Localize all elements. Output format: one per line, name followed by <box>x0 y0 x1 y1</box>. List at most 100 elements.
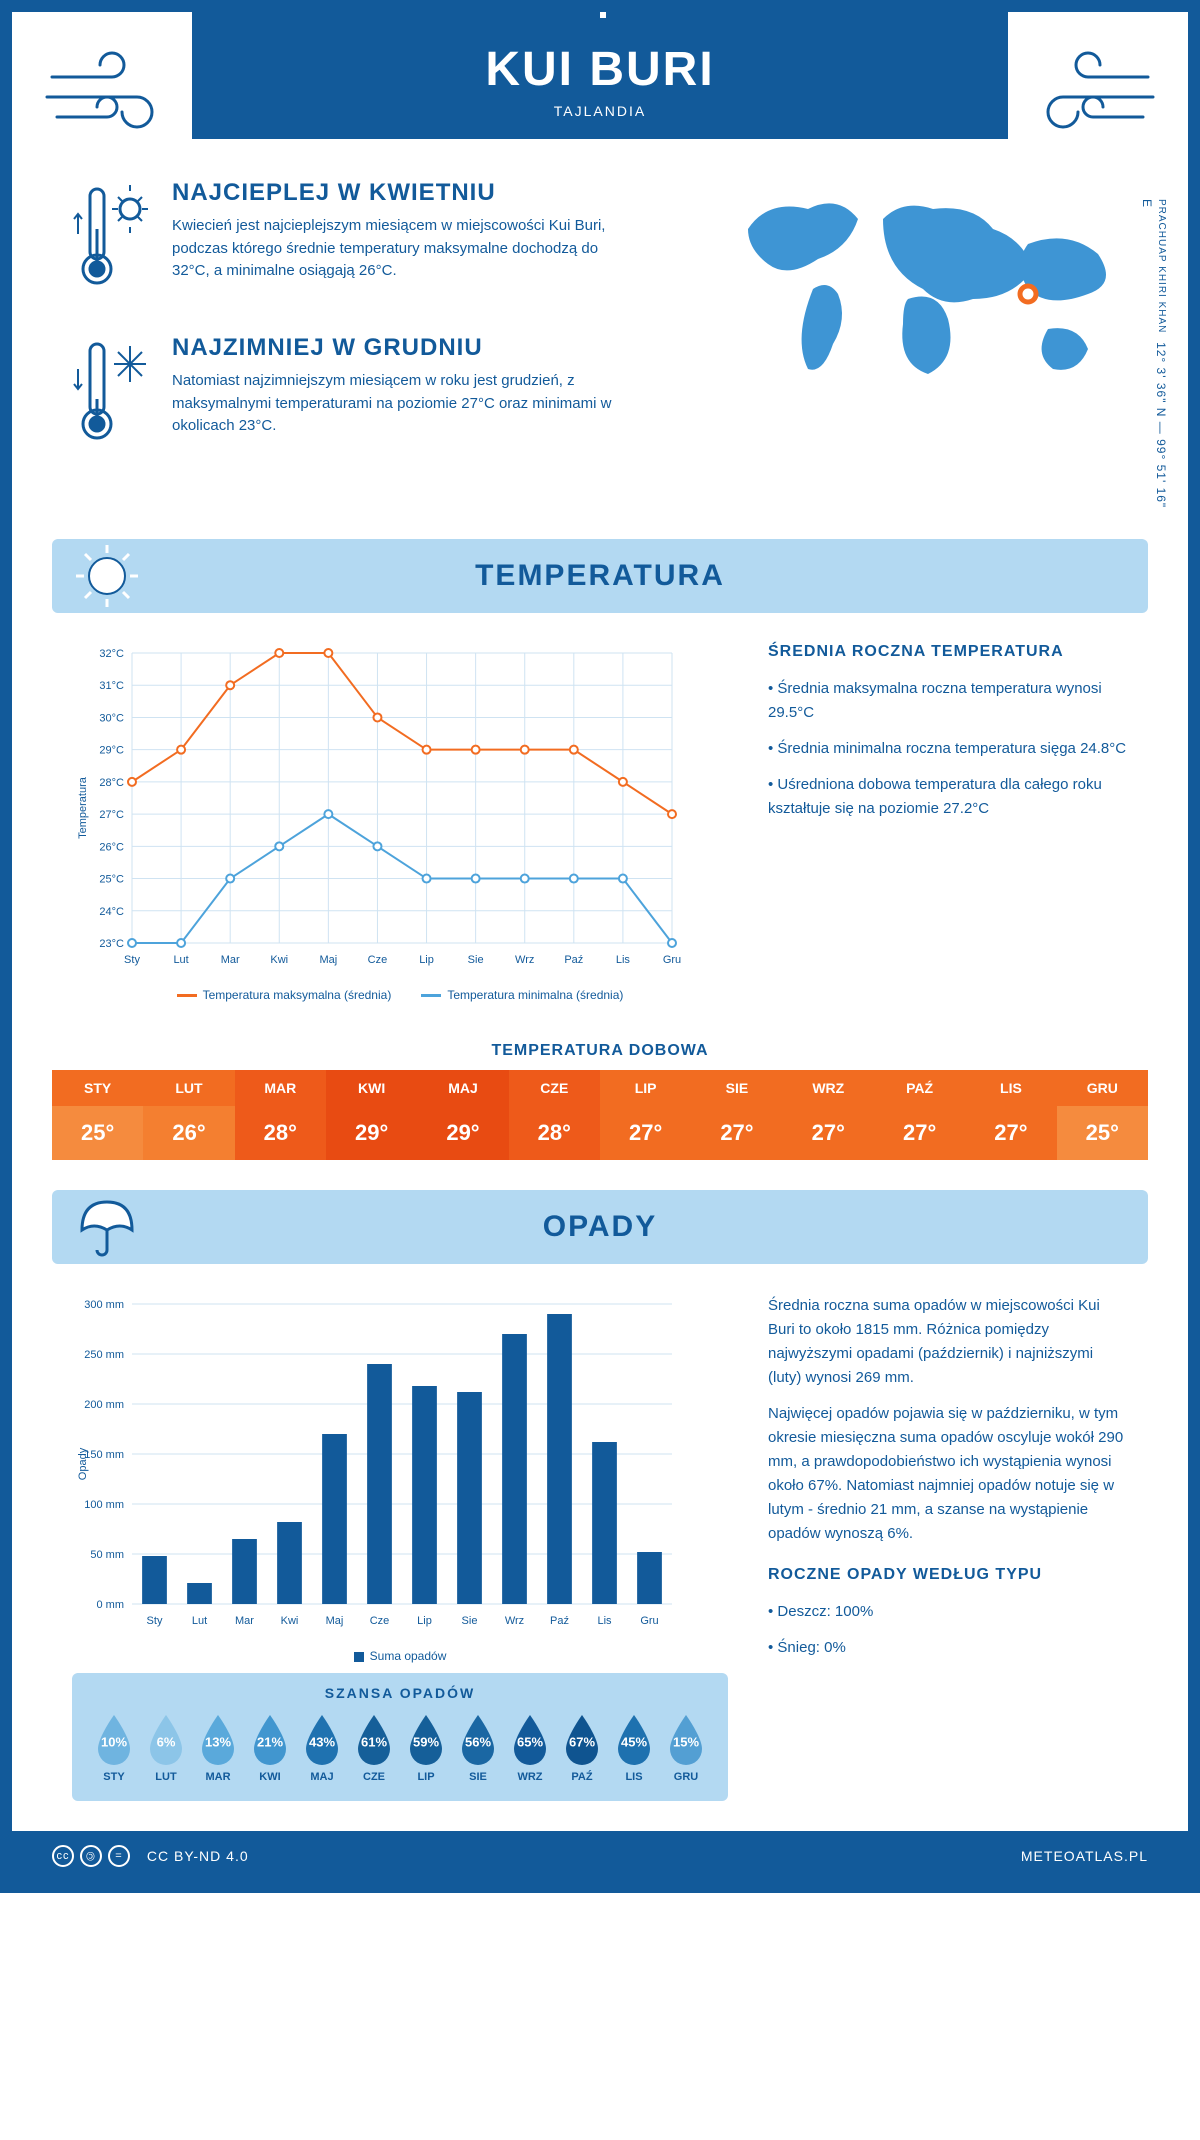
rain-para: Najwięcej opadów pojawia się w październ… <box>768 1402 1128 1546</box>
svg-text:Lut: Lut <box>192 1615 207 1627</box>
rain-chance-drop: 6%LUT <box>140 1713 192 1783</box>
svg-text:31°C: 31°C <box>99 680 124 692</box>
svg-text:150 mm: 150 mm <box>84 1449 124 1461</box>
svg-text:100 mm: 100 mm <box>84 1499 124 1511</box>
temp-bullet: • Średnia maksymalna roczna temperatura … <box>768 677 1128 725</box>
svg-text:23°C: 23°C <box>99 938 124 950</box>
svg-text:0 mm: 0 mm <box>97 1599 125 1611</box>
svg-text:Kwi: Kwi <box>270 954 288 966</box>
rain-chance-drop: 65%WRZ <box>504 1713 556 1783</box>
svg-text:Temperatura: Temperatura <box>77 776 89 839</box>
svg-text:Sty: Sty <box>147 1615 163 1627</box>
rain-chance-drop: 56%SIE <box>452 1713 504 1783</box>
rain-chance-box: SZANSA OPADÓW 10%STY6%LUT13%MAR21%KWI43%… <box>72 1673 728 1801</box>
rain-chance-drop: 10%STY <box>88 1713 140 1783</box>
temp-bullet: • Uśredniona dobowa temperatura dla całe… <box>768 773 1128 821</box>
precipitation-banner: OPADY <box>52 1190 1148 1264</box>
svg-text:Cze: Cze <box>370 1615 390 1627</box>
svg-text:Lis: Lis <box>616 954 631 966</box>
svg-text:27°C: 27°C <box>99 809 124 821</box>
svg-text:Opady: Opady <box>77 1447 89 1480</box>
svg-text:Maj: Maj <box>319 954 337 966</box>
svg-text:32°C: 32°C <box>99 648 124 660</box>
rain-chance-drop: 13%MAR <box>192 1713 244 1783</box>
precipitation-bar-chart: 0 mm 50 mm 100 mm 150 mm 200 mm 250 mm 300 mm O… <box>72 1294 692 1634</box>
svg-text:29°C: 29°C <box>99 745 124 757</box>
svg-text:50 mm: 50 mm <box>90 1549 124 1561</box>
rain-chance-drop: 45%LIS <box>608 1713 660 1783</box>
svg-text:Lip: Lip <box>417 1615 432 1627</box>
temperature-line-chart: 23°C24°C25°C26°C27°C28°C29°C30°C31°C32°C… <box>72 643 692 973</box>
footer: cc🄯= CC BY-ND 4.0 METEOATLAS.PL <box>12 1831 1188 1881</box>
temp-bullet: • Średnia minimalna roczna temperatura s… <box>768 737 1128 761</box>
temp-cell: PAŹ27° <box>874 1070 965 1160</box>
warmest-text: Kwiecień jest najcieplejszym miesiącem w… <box>172 215 621 283</box>
rain-chance-drop: 43%MAJ <box>296 1713 348 1783</box>
daily-temp-table: STY25°LUT26°MAR28°KWI29°MAJ29°CZE28°LIP2… <box>52 1070 1148 1160</box>
svg-text:25°C: 25°C <box>99 874 124 886</box>
coordinates: PRACHUAP KHIRI KHAN 12° 3' 36" N — 99° 5… <box>1140 199 1168 519</box>
header: KUI BURI TAJLANDIA <box>192 12 1008 139</box>
svg-text:Maj: Maj <box>326 1615 344 1627</box>
warmest-title: NAJCIEPLEJ W KWIETNIU <box>172 179 621 207</box>
svg-text:Paź: Paź <box>564 954 583 966</box>
temp-cell: MAR28° <box>235 1070 326 1160</box>
temp-cell: CZE28° <box>509 1070 600 1160</box>
temp-side-title: ŚREDNIA ROCZNA TEMPERATURA <box>768 643 1128 661</box>
wind-icon-left <box>42 42 182 142</box>
daily-temp-title: TEMPERATURA DOBOWA <box>12 1042 1188 1060</box>
page-title: KUI BURI <box>192 42 1008 97</box>
license: cc🄯= CC BY-ND 4.0 <box>52 1845 249 1867</box>
svg-text:Wrz: Wrz <box>505 1615 524 1627</box>
temp-cell: WRZ27° <box>783 1070 874 1160</box>
svg-text:200 mm: 200 mm <box>84 1399 124 1411</box>
svg-text:Gru: Gru <box>640 1615 658 1627</box>
svg-text:Lip: Lip <box>419 954 434 966</box>
thermometer-snow-icon <box>72 334 152 459</box>
rain-para: Średnia roczna suma opadów w miejscowośc… <box>768 1294 1128 1390</box>
coldest-block: NAJZIMNIEJ W GRUDNIU Natomiast najzimnie… <box>72 334 621 459</box>
svg-text:Paź: Paź <box>550 1615 569 1627</box>
sun-icon <box>72 541 142 611</box>
temp-cell: GRU25° <box>1057 1070 1148 1160</box>
rain-chance-drop: 21%KWI <box>244 1713 296 1783</box>
site-name: METEOATLAS.PL <box>1021 1848 1148 1864</box>
rain-chart-legend: Suma opadów <box>72 1649 728 1663</box>
temp-chart-legend: Temperatura maksymalna (średnia) Tempera… <box>72 988 728 1002</box>
warmest-block: NAJCIEPLEJ W KWIETNIU Kwiecień jest najc… <box>72 179 621 304</box>
world-map <box>728 179 1128 404</box>
svg-text:300 mm: 300 mm <box>84 1299 124 1311</box>
svg-text:Gru: Gru <box>663 954 681 966</box>
coldest-title: NAJZIMNIEJ W GRUDNIU <box>172 334 621 362</box>
svg-text:Sty: Sty <box>124 954 140 966</box>
rain-chance-drop: 15%GRU <box>660 1713 712 1783</box>
svg-text:Lis: Lis <box>597 1615 612 1627</box>
svg-text:Cze: Cze <box>368 954 388 966</box>
thermometer-sun-icon <box>72 179 152 304</box>
svg-text:Mar: Mar <box>235 1615 254 1627</box>
rain-type-bullet: • Deszcz: 100% <box>768 1600 1128 1624</box>
rain-chance-drop: 59%LIP <box>400 1713 452 1783</box>
svg-text:26°C: 26°C <box>99 841 124 853</box>
svg-text:24°C: 24°C <box>99 906 124 918</box>
coldest-text: Natomiast najzimniejszym miesiącem w rok… <box>172 370 621 438</box>
umbrella-icon <box>72 1192 142 1262</box>
svg-text:30°C: 30°C <box>99 712 124 724</box>
temperature-banner: TEMPERATURA <box>52 539 1148 613</box>
rain-chance-drop: 61%CZE <box>348 1713 400 1783</box>
rain-chance-drop: 67%PAŹ <box>556 1713 608 1783</box>
temp-cell: SIE27° <box>691 1070 782 1160</box>
svg-text:Kwi: Kwi <box>281 1615 299 1627</box>
rain-type-bullet: • Śnieg: 0% <box>768 1636 1128 1660</box>
temp-cell: LIP27° <box>600 1070 691 1160</box>
temp-cell: LUT26° <box>143 1070 234 1160</box>
wind-icon-right <box>1018 42 1158 142</box>
temp-cell: KWI29° <box>326 1070 417 1160</box>
temp-cell: MAJ29° <box>417 1070 508 1160</box>
svg-text:Wrz: Wrz <box>515 954 534 966</box>
svg-text:Sie: Sie <box>468 954 484 966</box>
svg-text:250 mm: 250 mm <box>84 1349 124 1361</box>
rain-type-title: ROCZNE OPADY WEDŁUG TYPU <box>768 1566 1128 1584</box>
page-subtitle: TAJLANDIA <box>192 103 1008 119</box>
temp-cell: LIS27° <box>965 1070 1056 1160</box>
